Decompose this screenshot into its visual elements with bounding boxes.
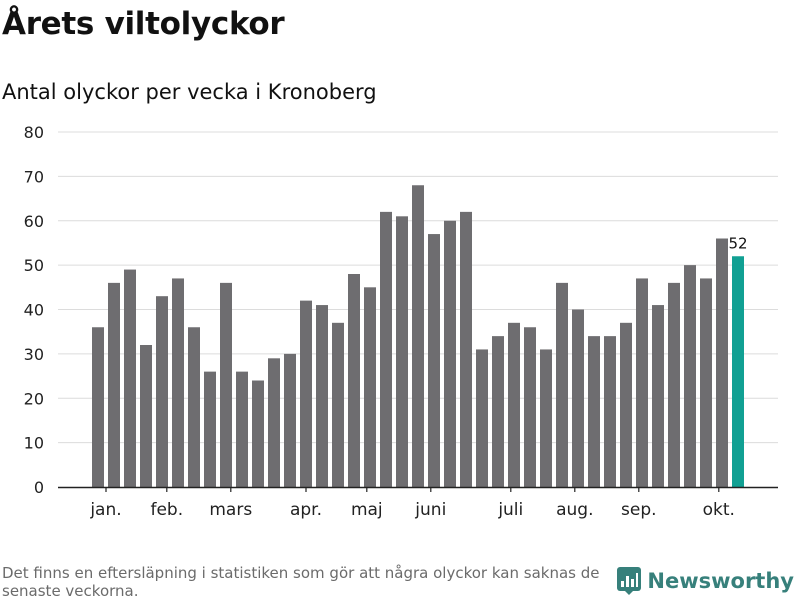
bar — [540, 349, 552, 487]
bar — [332, 322, 344, 487]
bar — [364, 287, 376, 487]
bar — [556, 282, 568, 487]
bar — [236, 371, 248, 487]
x-tick-label: juni — [414, 500, 446, 520]
bar — [380, 211, 392, 487]
bar — [492, 336, 504, 487]
bar — [636, 278, 648, 487]
x-tick-label: apr. — [290, 500, 322, 520]
y-tick-label: 60 — [24, 212, 44, 231]
bar — [348, 274, 360, 487]
bar-highlight — [732, 256, 744, 487]
y-tick-label: 80 — [24, 123, 44, 142]
bar — [92, 327, 104, 487]
y-tick-label: 50 — [24, 256, 44, 275]
bar — [716, 238, 728, 487]
x-tick-label: maj — [351, 500, 383, 520]
x-tick-label: feb. — [150, 500, 183, 520]
y-tick-label: 20 — [24, 389, 44, 408]
chart-title: Årets viltolyckor — [2, 6, 285, 42]
x-axis: jan. feb. mars apr. maj juni juli aug. sep. okt. — [58, 486, 778, 520]
bar — [300, 300, 312, 487]
bar — [572, 309, 584, 487]
bar — [204, 371, 216, 487]
bar — [524, 327, 536, 487]
data-labels: 52 — [728, 234, 747, 252]
x-tick-label: okt. — [703, 500, 735, 520]
bar — [476, 349, 488, 487]
newsworthy-logo-icon — [617, 567, 642, 595]
brand-name: Newsworthy — [647, 569, 794, 593]
footnote: Det finns en eftersläpning i statistiken… — [2, 564, 600, 600]
bar — [412, 185, 424, 487]
bar — [508, 322, 520, 487]
y-tick-label: 10 — [24, 434, 44, 453]
bar — [268, 358, 280, 487]
y-axis-ticks: 0 10 20 30 40 50 60 70 80 — [24, 123, 44, 497]
x-tick-label: mars — [209, 500, 252, 520]
bar — [284, 353, 296, 487]
bar — [620, 322, 632, 487]
x-tick-label: juli — [497, 500, 523, 520]
bar — [316, 305, 328, 487]
bar — [188, 327, 200, 487]
bar — [124, 269, 136, 487]
bar — [156, 296, 168, 487]
brand[interactable]: Newsworthy — [617, 567, 794, 595]
bar — [140, 345, 152, 487]
bar — [460, 211, 472, 487]
chart-subtitle: Antal olyckor per vecka i Kronoberg — [2, 80, 377, 104]
bar — [252, 380, 264, 487]
y-tick-label: 70 — [24, 167, 44, 186]
x-tick-label: jan. — [89, 500, 121, 520]
bar — [588, 336, 600, 487]
bar — [604, 336, 616, 487]
bars — [92, 185, 744, 487]
bar — [172, 278, 184, 487]
bar — [220, 282, 232, 487]
y-tick-label: 40 — [24, 301, 44, 320]
highlight-data-label: 52 — [728, 234, 747, 252]
bar — [444, 220, 456, 487]
bar — [668, 282, 680, 487]
bar — [396, 216, 408, 487]
x-tick-label: aug. — [556, 500, 593, 520]
bar — [108, 282, 120, 487]
bar-chart: 0 10 20 30 40 50 60 70 80 jan. feb. mars apr. maj jun… — [24, 123, 778, 520]
y-tick-label: 30 — [24, 345, 44, 364]
bar — [652, 305, 664, 487]
bar — [684, 265, 696, 487]
bar — [700, 278, 712, 487]
x-tick-label: sep. — [621, 500, 657, 520]
y-tick-label: 0 — [34, 478, 44, 497]
bar — [428, 234, 440, 487]
